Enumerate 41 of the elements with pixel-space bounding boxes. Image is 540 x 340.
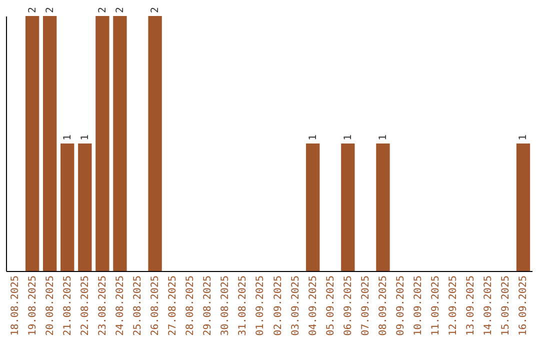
x-tick-label: 13.09.2025	[466, 276, 477, 336]
x-tick-label: 19.08.2025	[27, 276, 38, 336]
x-tick-label: 08.09.2025	[378, 276, 389, 336]
x-tick-label: 02.09.2025	[272, 276, 284, 336]
x-tick-label: 15.09.2025	[500, 276, 512, 336]
x-tick-label: 04.09.2025	[308, 276, 319, 336]
x-tick-label: 11.09.2025	[430, 276, 442, 336]
x-tick-label: 12.09.2025	[448, 276, 460, 336]
x-tick-label: 25.08.2025	[132, 276, 144, 336]
x-tick-label: 06.09.2025	[342, 276, 354, 336]
x-tick-label: 09.09.2025	[396, 276, 406, 336]
data-label: 2	[150, 6, 162, 13]
x-tick-label: 24.08.2025	[114, 276, 126, 336]
x-tick-label: 23.08.2025	[97, 276, 108, 336]
x-tick-label: 18.08.2025	[10, 276, 21, 336]
x-tick-label: 10.09.2025	[413, 276, 424, 336]
data-label: 2	[97, 6, 108, 13]
data-label: 1	[342, 134, 354, 140]
x-tick-label: 03.09.2025	[290, 276, 302, 336]
x-tick-label: 26.08.2025	[150, 276, 162, 336]
data-label: 2	[27, 6, 38, 13]
data-label: 1	[62, 134, 74, 140]
x-tick-label: 21.08.2025	[62, 276, 74, 336]
x-tick-label: 14.09.2025	[483, 276, 494, 336]
data-label: 2	[114, 6, 126, 13]
x-tick-label: 22.08.2025	[80, 276, 91, 336]
x-tick-label: 30.08.2025	[220, 276, 232, 336]
data-label: 1	[80, 134, 91, 140]
data-label: 1	[308, 134, 319, 140]
data-label: 1	[378, 134, 389, 140]
x-tick-label: 28.08.2025	[185, 276, 196, 336]
x-tick-label: 05.09.2025	[325, 276, 336, 336]
x-tick-label: 07.09.2025	[360, 276, 372, 336]
x-tick-label: 31.08.2025	[238, 276, 249, 336]
x-tick-label: 27.08.2025	[168, 276, 179, 336]
data-label: 2	[44, 6, 56, 13]
x-tick-label: 29.08.2025	[202, 276, 214, 336]
data-label: 1	[518, 134, 530, 140]
x-tick-label: 16.09.2025	[518, 276, 530, 336]
x-tick-label: 20.08.2025	[44, 276, 56, 336]
x-tick-label: 01.09.2025	[255, 276, 266, 336]
